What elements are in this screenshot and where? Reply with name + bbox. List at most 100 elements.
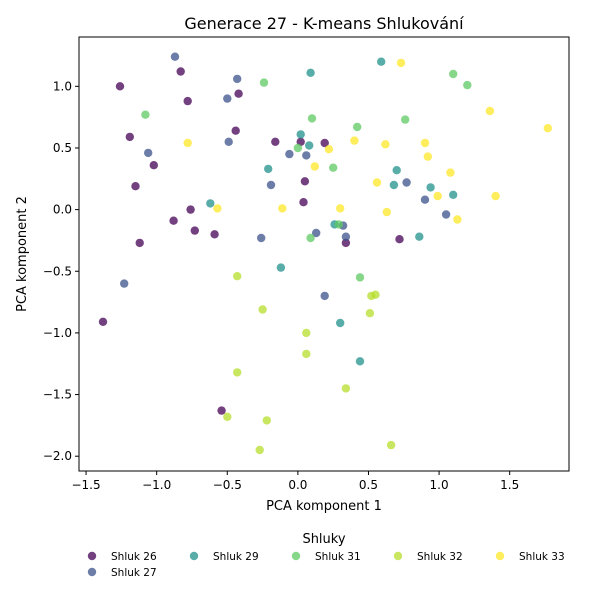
data-point [302,349,311,359]
legend-marker [87,567,97,577]
data-point [299,198,308,207]
data-point [223,94,232,103]
plot-frame [78,36,570,472]
data-point [336,318,345,328]
data-point [278,204,287,213]
data-point [224,137,233,146]
data-point [491,191,500,201]
data-point [217,406,226,415]
data-point [255,445,264,455]
legend-item: Shluk 31 [291,551,361,563]
data-point [449,190,458,199]
legend-title: Shluky [302,532,345,547]
data-point [372,178,382,187]
data-point [341,384,351,393]
data-point [183,96,192,106]
y-tick-label: 0.0 [53,203,72,217]
data-point [296,130,305,139]
data-point [206,199,215,208]
data-point [402,178,411,187]
series-shluk-31 [141,69,472,282]
series-shluk-29 [206,57,458,366]
y-tick-label: −2.0 [43,449,72,463]
data-point [306,68,315,78]
data-point [415,232,424,241]
data-point [213,204,222,213]
data-point [320,291,329,301]
data-point [389,180,399,190]
y-axis: −2.0 −1.5 −1.0 −0.5 0.0 0.5 1.0 [43,79,79,463]
data-point [423,152,432,161]
data-point [401,115,410,124]
plot-area [98,52,552,455]
data-point [463,80,472,90]
x-tick-label: −1.0 [142,478,171,492]
data-point [293,143,303,153]
legend-marker [87,551,97,561]
data-point [307,114,317,123]
data-point [300,177,310,186]
x-tick-label: −1.5 [71,478,100,492]
data-point [377,57,386,66]
data-point [320,138,329,148]
data-point [305,141,314,150]
data-point [257,233,266,243]
series-shluk-26 [98,67,404,415]
legend-item: Shluk 33 [495,551,565,563]
data-point [264,164,273,174]
data-point [233,272,242,281]
x-tick-label: −0.5 [213,478,242,492]
data-point [234,89,243,98]
legend-label: Shluk 33 [519,551,565,563]
legend-label: Shluk 29 [213,551,259,563]
data-point [120,279,129,288]
x-tick-label: 0.5 [359,478,378,492]
legend-marker [189,551,199,561]
data-point [336,204,345,213]
data-point [276,263,286,272]
data-point [302,151,311,160]
data-point [231,126,240,135]
legend-item: Shluk 32 [393,551,463,563]
data-point [441,210,451,219]
data-point [329,163,338,172]
data-point [355,273,365,282]
data-point [334,220,343,229]
data-point [233,368,242,377]
series-shluk-27 [120,52,451,301]
data-point [176,67,185,76]
legend-marker [291,551,301,561]
data-point [259,78,269,87]
y-tick-label: 0.5 [53,141,72,155]
data-point [341,232,351,241]
legend-marker [495,551,505,561]
data-point [312,228,321,238]
data-point [382,207,391,217]
data-point [350,136,359,145]
data-point [324,145,334,154]
y-tick-label: −0.5 [43,264,72,278]
series-shluk-32 [223,272,396,455]
data-point [310,162,319,171]
legend-label: Shluk 31 [315,551,361,563]
legend-label: Shluk 32 [417,551,463,563]
data-point [210,230,219,239]
data-point [262,416,271,425]
data-point [433,191,442,201]
data-point [381,140,390,149]
legend-item: Shluk 26 [87,551,157,563]
data-point [355,357,365,366]
y-tick-label: −1.5 [43,388,72,402]
data-point [170,52,180,61]
y-axis-title: PCA komponent 2 [15,196,30,312]
data-point [131,182,140,191]
legend-label: Shluk 26 [111,551,157,563]
data-point [485,106,495,116]
chart-title: Generace 27 - K-means Shlukování [184,14,464,33]
data-point [306,233,315,243]
data-point [271,137,280,146]
data-point [144,148,153,158]
legend-item: Shluk 29 [189,551,259,563]
x-tick-label: 0.0 [288,478,307,492]
